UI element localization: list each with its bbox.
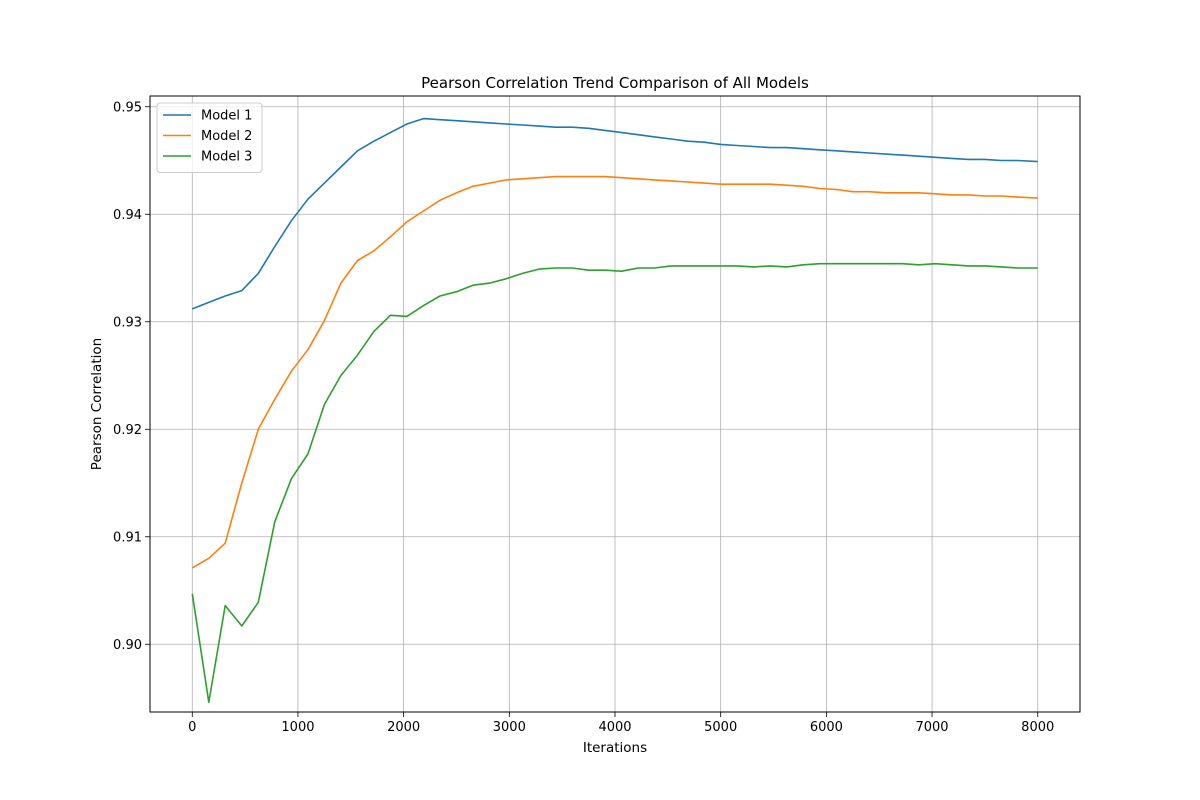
series-line-model-3 [191, 262, 1038, 704]
legend-label-model-1: Model 1 [201, 109, 252, 124]
chart-title: Pearson Correlation Trend Comparison of … [421, 74, 809, 92]
axis-ticks: 0 1000 2000 3000 4000 5000 6000 7000 8000 0.90 0.9… [113, 100, 1054, 735]
y-tick-label: 0.91 [113, 530, 142, 545]
x-tick-label: 8000 [1021, 720, 1054, 735]
x-tick-label: 7000 [915, 720, 948, 735]
series-line-model-1 [192, 117, 1038, 310]
y-tick-label: 0.95 [113, 100, 142, 115]
x-tick-label: 0 [188, 720, 196, 735]
y-tick-label: 0.93 [113, 315, 142, 330]
x-tick-label: 4000 [598, 720, 631, 735]
legend-box [156, 102, 263, 173]
series-lines [191, 117, 1038, 704]
y-tick-label: 0.94 [113, 208, 142, 223]
x-axis-label: Iterations [583, 740, 647, 756]
y-tick-label: 0.92 [113, 423, 142, 438]
x-tick-label: 6000 [810, 720, 843, 735]
grid [150, 96, 1080, 712]
x-tick-label: 2000 [387, 720, 420, 735]
legend-label-model-3: Model 3 [201, 150, 252, 165]
legend-label-model-2: Model 2 [201, 129, 252, 144]
y-axis-label: Pearson Correlation [89, 338, 105, 470]
legend: Model 1 Model 2 Model 3 [156, 102, 263, 173]
x-tick-label: 3000 [493, 720, 526, 735]
x-tick-label: 5000 [704, 720, 737, 735]
series-line-model-2 [191, 175, 1038, 569]
x-tick-label: 1000 [281, 720, 314, 735]
y-tick-label: 0.90 [113, 638, 142, 653]
